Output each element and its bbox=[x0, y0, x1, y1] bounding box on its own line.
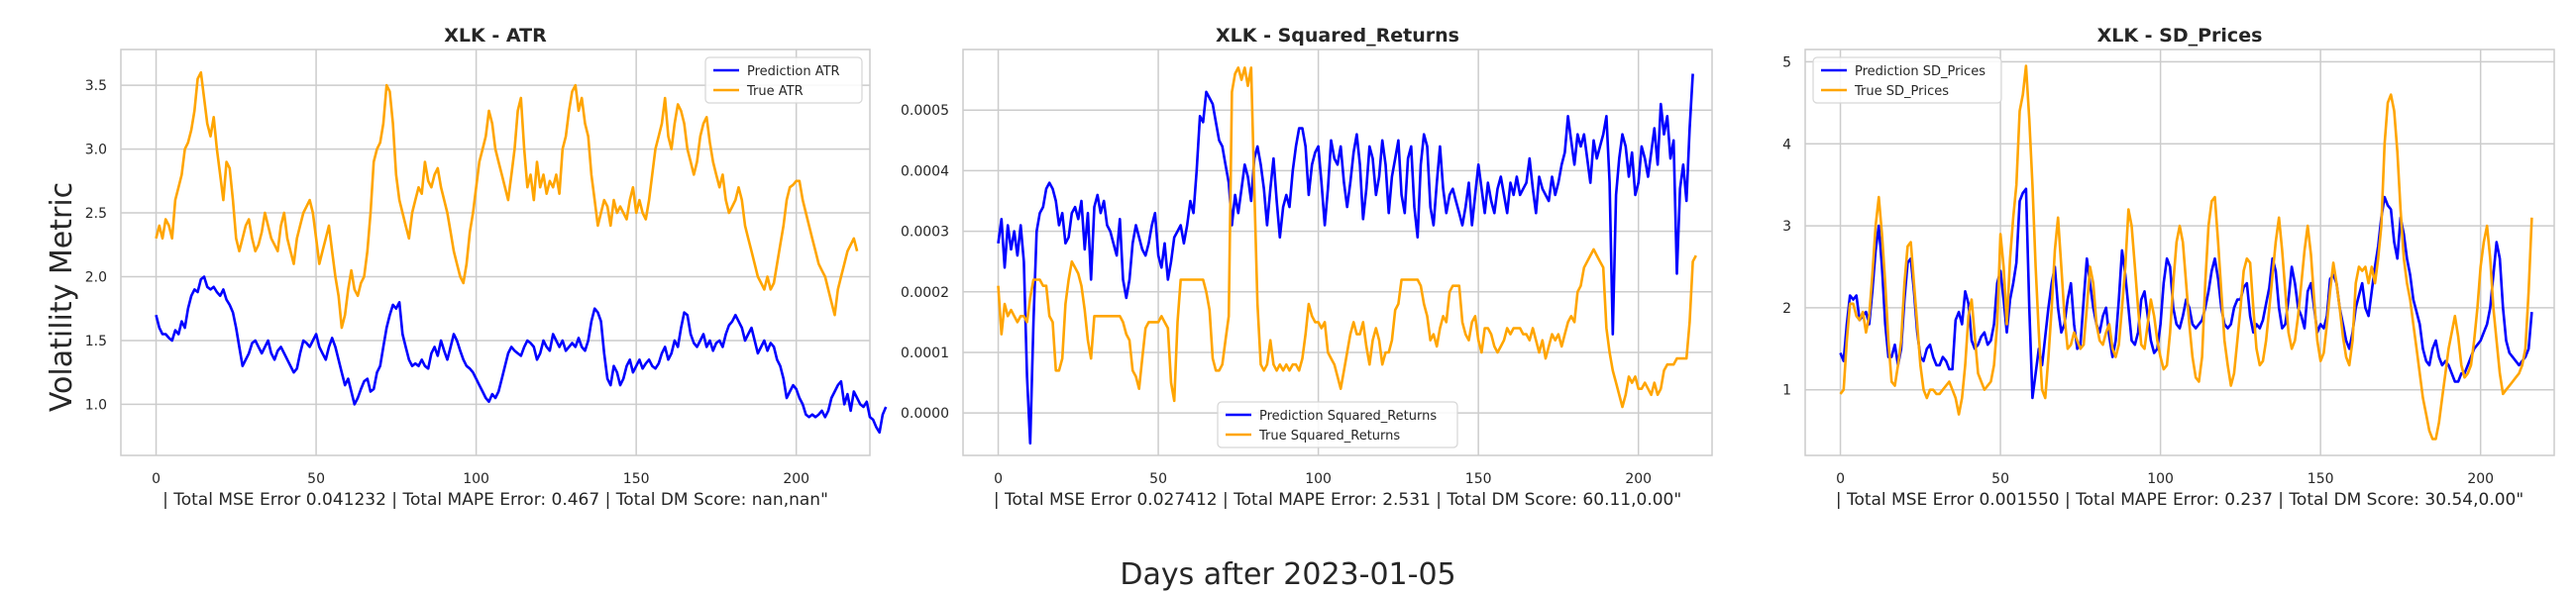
y-tick-label: 0.0003 bbox=[901, 225, 949, 241]
chart-title: XLK - Squared_Returns bbox=[1216, 25, 1459, 47]
legend-label: Prediction Squared_Returns bbox=[1259, 409, 1437, 424]
x-tick-label: 100 bbox=[2147, 471, 2174, 487]
legend-box bbox=[1812, 56, 2002, 104]
legend-label: True Squared_Returns bbox=[1258, 429, 1400, 444]
series-line-prediction-atr bbox=[155, 275, 888, 435]
legend-label: Prediction SD_Prices bbox=[1855, 64, 1986, 79]
legend-label: True SD_Prices bbox=[1854, 84, 1949, 99]
y-tick-label: 0.0004 bbox=[901, 163, 949, 179]
chart-title: XLK - ATR bbox=[444, 25, 547, 47]
y-tick-label: 1.0 bbox=[85, 397, 107, 413]
y-tick-label: 3.5 bbox=[85, 78, 107, 94]
y-tick-label: 0.0005 bbox=[901, 103, 949, 119]
y-tick-label: 2.0 bbox=[85, 269, 107, 285]
y-tick-label: 0.0001 bbox=[901, 346, 949, 361]
y-tick-label: 1 bbox=[1782, 383, 1791, 399]
legend-box bbox=[704, 56, 863, 104]
figure-xlabel: Days after 2023-01-05 bbox=[1120, 557, 1455, 592]
legend-box bbox=[1217, 401, 1458, 448]
x-tick-label: 0 bbox=[152, 471, 161, 487]
axes-frame bbox=[120, 49, 871, 456]
x-tick-label: 50 bbox=[1991, 471, 2009, 487]
y-tick-label: 1.5 bbox=[85, 334, 107, 349]
series-line-prediction-squared-returns bbox=[997, 73, 1694, 446]
x-tick-label: 150 bbox=[1465, 471, 1492, 487]
x-tick-label: 100 bbox=[463, 471, 489, 487]
x-tick-label: 150 bbox=[623, 471, 650, 487]
legend-label: True ATR bbox=[746, 84, 804, 99]
axes-frame bbox=[962, 49, 1713, 456]
y-tick-label: 2 bbox=[1782, 301, 1791, 317]
y-tick-label: 3.0 bbox=[85, 143, 107, 158]
y-tick-label: 5 bbox=[1782, 54, 1791, 70]
x-tick-label: 50 bbox=[307, 471, 325, 487]
series-line-true-sd-prices bbox=[1839, 64, 2533, 441]
legend: Prediction ATR True ATR bbox=[704, 56, 863, 104]
x-tick-label: 200 bbox=[2467, 471, 2494, 487]
x-tick-label: 200 bbox=[783, 471, 809, 487]
legend-label: Prediction ATR bbox=[747, 64, 840, 79]
x-tick-label: 0 bbox=[1836, 471, 1845, 487]
chart-panel-3: 0 50 100 150 200 1 2 3 4 5 XLK - SD_Prices | Total … bbox=[1782, 25, 2555, 510]
chart-caption: | Total MSE Error 0.027412 | Total MAPE … bbox=[994, 490, 1681, 510]
y-tick-label: 4 bbox=[1782, 137, 1791, 152]
chart-title: XLK - SD_Prices bbox=[2097, 25, 2263, 47]
x-tick-label: 0 bbox=[994, 471, 1003, 487]
legend: Prediction Squared_Returns True Squared_R… bbox=[1217, 401, 1458, 448]
chart-panel-2: 0 50 100 150 200 0.0000 0.0001 0.0002 0.0003 0.00… bbox=[901, 25, 1713, 510]
chart-caption: | Total MSE Error 0.041232 | Total MAPE … bbox=[162, 490, 828, 510]
axes-frame bbox=[1804, 49, 2555, 456]
y-tick-label: 0.0000 bbox=[901, 406, 949, 422]
x-tick-label: 100 bbox=[1305, 471, 1332, 487]
x-tick-label: 50 bbox=[1149, 471, 1167, 487]
figure-ylabel: Volatility Metric bbox=[45, 182, 79, 412]
y-tick-label: 0.0002 bbox=[901, 285, 949, 301]
legend: Prediction SD_Prices True SD_Prices bbox=[1812, 56, 2002, 104]
x-tick-label: 150 bbox=[2308, 471, 2334, 487]
y-tick-label: 2.5 bbox=[85, 206, 107, 222]
chart-panel-1: 0 50 100 150 200 1.0 1.5 2.0 2.5 3.0 3.5 XLK - ATR |… bbox=[85, 25, 888, 510]
series-line-true-squared-returns bbox=[997, 66, 1697, 409]
y-tick-label: 3 bbox=[1782, 219, 1791, 235]
series-line-true-atr bbox=[155, 70, 859, 330]
x-tick-label: 200 bbox=[1625, 471, 1652, 487]
chart-caption: | Total MSE Error 0.001550 | Total MAPE … bbox=[1836, 490, 2523, 510]
